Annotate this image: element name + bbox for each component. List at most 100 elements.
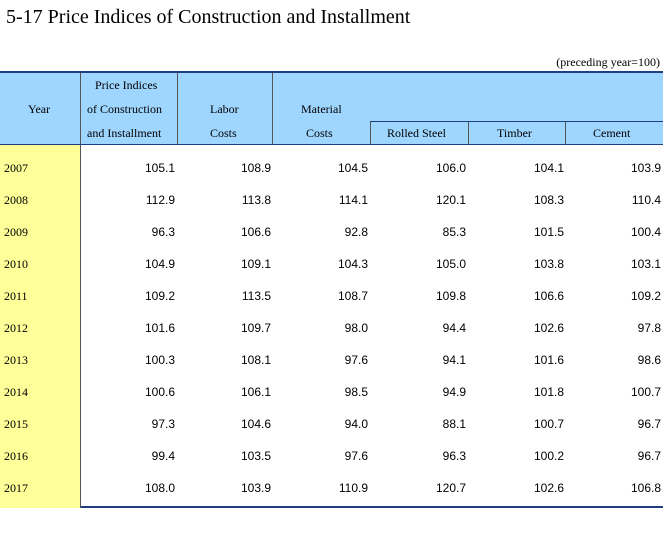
material-cell: 108.7	[337, 289, 368, 303]
price-index-cell: 104.9	[144, 257, 175, 271]
rolled-steel-cell: 120.7	[435, 481, 466, 495]
labor-cell: 113.5	[241, 289, 271, 303]
material-cell: 114.1	[338, 193, 368, 207]
cement-cell: 103.1	[630, 257, 661, 271]
material-cell: 94.0	[344, 417, 368, 431]
year-column-bg	[0, 145, 81, 508]
header-material-1: Material	[301, 102, 342, 116]
timber-cell: 104.1	[533, 161, 564, 175]
header-year-bg	[0, 73, 80, 145]
year-cell: 2013	[4, 353, 28, 367]
year-cell: 2010	[4, 257, 28, 271]
price-index-cell: 101.6	[144, 321, 175, 335]
material-cell: 92.8	[344, 225, 368, 239]
rolled-steel-cell: 88.1	[442, 417, 466, 431]
material-cell: 98.0	[344, 321, 368, 335]
year-cell: 2009	[4, 225, 28, 239]
labor-cell: 103.9	[240, 481, 271, 495]
price-index-cell: 99.4	[151, 449, 175, 463]
cement-cell: 98.6	[637, 353, 661, 367]
page-title: 5-17 Price Indices of Construction and I…	[6, 6, 411, 28]
cement-cell: 96.7	[637, 449, 661, 463]
material-cell: 104.5	[337, 161, 368, 175]
rolled-steel-cell: 94.9	[442, 385, 466, 399]
table-row: 2009 96.3 106.6 92.8 85.3 101.5 100.4	[0, 216, 663, 248]
year-cell: 2007	[4, 161, 28, 175]
cement-cell: 106.8	[630, 481, 661, 495]
material-cell: 104.3	[337, 257, 368, 271]
timber-cell: 102.6	[533, 321, 564, 335]
table-row: 2017 108.0 103.9 110.9 120.7 102.6 106.8	[0, 472, 663, 504]
labor-cell: 109.7	[240, 321, 271, 335]
timber-cell: 100.7	[533, 417, 564, 431]
labor-cell: 104.6	[240, 417, 271, 431]
price-index-cell: 105.1	[144, 161, 175, 175]
price-index-cell: 97.3	[151, 417, 175, 431]
rolled-steel-cell: 120.1	[435, 193, 466, 207]
timber-cell: 101.5	[533, 225, 564, 239]
labor-cell: 106.6	[240, 225, 271, 239]
rolled-steel-cell: 94.4	[442, 321, 466, 335]
header-rolled-steel: Rolled Steel	[387, 126, 446, 140]
cement-cell: 109.2	[630, 289, 661, 303]
rolled-steel-cell: 105.0	[435, 257, 466, 271]
rolled-steel-cell: 96.3	[442, 449, 466, 463]
table-row: 2016 99.4 103.5 97.6 96.3 100.2 96.7	[0, 440, 663, 472]
price-index-cell: 109.2	[144, 289, 175, 303]
material-cell: 97.6	[344, 449, 368, 463]
cement-cell: 100.4	[630, 225, 661, 239]
year-cell: 2014	[4, 385, 28, 399]
cement-cell: 100.7	[630, 385, 661, 399]
header-price-indices-1: Price Indices	[95, 78, 158, 92]
material-cell: 110.9	[338, 481, 368, 495]
table-row: 2010 104.9 109.1 104.3 105.0 103.8 103.1	[0, 248, 663, 280]
table-row: 2015 97.3 104.6 94.0 88.1 100.7 96.7	[0, 408, 663, 440]
price-index-cell: 108.0	[144, 481, 175, 495]
header-divider	[272, 73, 273, 145]
table-row: 2012 101.6 109.7 98.0 94.4 102.6 97.8	[0, 312, 663, 344]
timber-cell: 106.6	[533, 289, 564, 303]
price-index-cell: 112.9	[145, 193, 175, 207]
labor-cell: 108.9	[240, 161, 271, 175]
labor-cell: 109.1	[240, 257, 271, 271]
year-cell: 2017	[4, 481, 28, 495]
price-index-cell: 100.6	[144, 385, 175, 399]
cement-cell: 103.9	[630, 161, 661, 175]
cement-cell: 96.7	[637, 417, 661, 431]
material-cell: 97.6	[344, 353, 368, 367]
year-cell: 2015	[4, 417, 28, 431]
header-price-indices-3: and Installment	[87, 126, 162, 140]
header-timber: Timber	[497, 126, 532, 140]
table-row: 2011 109.2 113.5 108.7 109.8 106.6 109.2	[0, 280, 663, 312]
rolled-steel-cell: 94.1	[442, 353, 466, 367]
header-divider	[177, 73, 178, 145]
material-cell: 98.5	[344, 385, 368, 399]
header-year: Year	[28, 102, 51, 116]
timber-cell: 108.3	[533, 193, 564, 207]
timber-cell: 101.6	[533, 353, 564, 367]
header-divider	[468, 121, 469, 145]
cement-cell: 110.4	[631, 193, 661, 207]
price-indices-table: Year Price Indices of Construction and I…	[0, 71, 663, 508]
rolled-steel-cell: 109.8	[435, 289, 466, 303]
table-row: 2014 100.6 106.1 98.5 94.9 101.8 100.7	[0, 376, 663, 408]
labor-cell: 108.1	[240, 353, 271, 367]
cement-cell: 97.8	[637, 321, 661, 335]
timber-cell: 102.6	[533, 481, 564, 495]
table-row: 2008 112.9 113.8 114.1 120.1 108.3 110.4	[0, 184, 663, 216]
rolled-steel-cell: 85.3	[442, 225, 466, 239]
header-divider	[565, 121, 566, 145]
header-bottom-line	[0, 144, 663, 145]
header-price-indices-2: of Construction	[87, 102, 162, 116]
header-material-2: Costs	[306, 126, 333, 140]
header-divider	[370, 121, 371, 145]
table-row: 2007 105.1 108.9 104.5 106.0 104.1 103.9	[0, 152, 663, 184]
labor-cell: 103.5	[240, 449, 271, 463]
rolled-steel-cell: 106.0	[435, 161, 466, 175]
year-cell: 2008	[4, 193, 28, 207]
table-row: 2013 100.3 108.1 97.6 94.1 101.6 98.6	[0, 344, 663, 376]
timber-cell: 103.8	[533, 257, 564, 271]
header-bg	[81, 73, 663, 145]
year-cell: 2012	[4, 321, 28, 335]
header-cement: Cement	[593, 126, 631, 140]
